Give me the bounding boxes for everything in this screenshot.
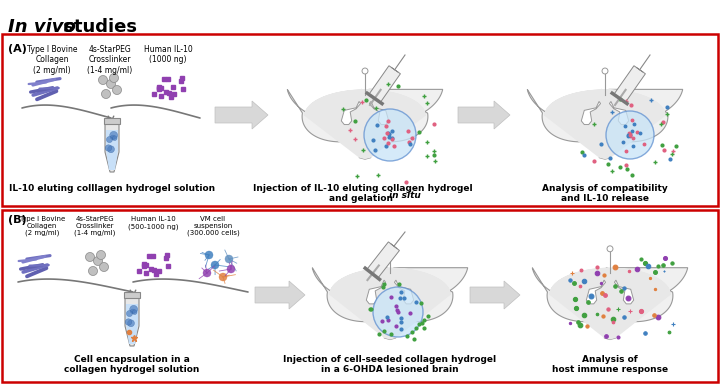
Polygon shape: [215, 101, 268, 129]
Polygon shape: [329, 268, 451, 340]
Circle shape: [132, 310, 137, 315]
Text: Cell encapsulation in a
collagen hydrogel solution: Cell encapsulation in a collagen hydroge…: [64, 355, 199, 374]
Circle shape: [110, 135, 115, 140]
Polygon shape: [255, 281, 305, 309]
Polygon shape: [636, 67, 643, 72]
Circle shape: [107, 80, 115, 88]
Polygon shape: [305, 90, 426, 159]
Text: Type I Bovine
Collagen
(2 mg/ml): Type I Bovine Collagen (2 mg/ml): [27, 45, 77, 75]
Circle shape: [99, 76, 107, 85]
Text: IL-10 eluting colllagen hydrogel solution: IL-10 eluting colllagen hydrogel solutio…: [9, 184, 215, 193]
Polygon shape: [470, 281, 520, 309]
Text: VM cell
suspension
(300.000 cells): VM cell suspension (300.000 cells): [186, 216, 239, 237]
Circle shape: [127, 310, 132, 317]
Circle shape: [94, 257, 102, 266]
Text: Human IL-10
(500-1000 ng): Human IL-10 (500-1000 ng): [127, 216, 179, 230]
Polygon shape: [369, 102, 389, 125]
Polygon shape: [367, 242, 400, 278]
Polygon shape: [341, 102, 361, 125]
Circle shape: [109, 73, 119, 83]
Text: Human IL-10
(1000 ng): Human IL-10 (1000 ng): [143, 45, 192, 64]
Circle shape: [227, 265, 235, 273]
Polygon shape: [532, 268, 688, 340]
Circle shape: [112, 136, 117, 141]
Text: Injection of cell-seeded collagen hydrogel
in a 6-OHDA lesioned brain: Injection of cell-seeded collagen hydrog…: [284, 355, 497, 374]
Polygon shape: [458, 101, 510, 129]
Polygon shape: [287, 90, 443, 159]
Circle shape: [362, 68, 368, 74]
Circle shape: [130, 305, 138, 313]
Polygon shape: [125, 298, 139, 346]
Polygon shape: [549, 268, 671, 340]
Polygon shape: [369, 66, 400, 102]
Circle shape: [89, 266, 97, 276]
Circle shape: [109, 131, 117, 139]
Circle shape: [107, 146, 114, 153]
FancyBboxPatch shape: [2, 34, 718, 206]
Polygon shape: [104, 118, 120, 124]
Text: 4s-StarPEG
Crosslinker
(1-4 mg/ml): 4s-StarPEG Crosslinker (1-4 mg/ml): [74, 216, 116, 237]
Polygon shape: [395, 280, 414, 304]
Circle shape: [387, 246, 393, 252]
Polygon shape: [527, 90, 683, 159]
Polygon shape: [544, 90, 666, 159]
Circle shape: [112, 86, 122, 95]
Text: 4s-StarPEG
Crosslinker
(1-4 mg/ml): 4s-StarPEG Crosslinker (1-4 mg/ml): [87, 45, 132, 75]
Text: (A): (A): [8, 44, 27, 54]
Circle shape: [606, 111, 654, 159]
Circle shape: [107, 137, 112, 142]
Circle shape: [607, 246, 613, 252]
Polygon shape: [366, 280, 386, 304]
Circle shape: [130, 309, 135, 314]
Circle shape: [219, 273, 227, 281]
Text: Injection of IL-10 eluting collagen hydrogel
and gelation: Injection of IL-10 eluting collagen hydr…: [253, 184, 473, 203]
Polygon shape: [614, 280, 634, 304]
Circle shape: [211, 261, 219, 269]
Circle shape: [102, 90, 110, 98]
Circle shape: [205, 251, 213, 259]
Polygon shape: [124, 292, 140, 298]
Polygon shape: [105, 124, 119, 172]
Polygon shape: [312, 268, 468, 340]
Text: Type I Bovine
Collagen
(2 mg/ml): Type I Bovine Collagen (2 mg/ml): [19, 216, 65, 237]
Circle shape: [96, 251, 106, 259]
Text: (B): (B): [8, 215, 27, 225]
Polygon shape: [106, 130, 118, 170]
Circle shape: [99, 262, 109, 271]
Circle shape: [86, 252, 94, 261]
FancyBboxPatch shape: [2, 210, 718, 382]
Circle shape: [225, 255, 233, 263]
Circle shape: [127, 320, 135, 327]
Circle shape: [602, 68, 608, 74]
Circle shape: [373, 287, 423, 337]
Polygon shape: [581, 102, 600, 125]
Circle shape: [105, 145, 112, 151]
Polygon shape: [391, 244, 397, 249]
Text: studies: studies: [57, 18, 137, 36]
Polygon shape: [586, 280, 606, 304]
Text: Analysis of
host immune response: Analysis of host immune response: [552, 355, 668, 374]
Text: Analysis of compatibility
and IL-10 release: Analysis of compatibility and IL-10 rele…: [542, 184, 668, 203]
Text: in situ: in situ: [389, 191, 420, 200]
Circle shape: [203, 269, 211, 277]
Polygon shape: [126, 304, 138, 344]
Polygon shape: [391, 67, 398, 72]
Circle shape: [125, 319, 132, 325]
Circle shape: [364, 109, 416, 161]
Text: In vivo: In vivo: [8, 18, 76, 36]
Polygon shape: [614, 66, 645, 102]
Polygon shape: [609, 102, 629, 125]
